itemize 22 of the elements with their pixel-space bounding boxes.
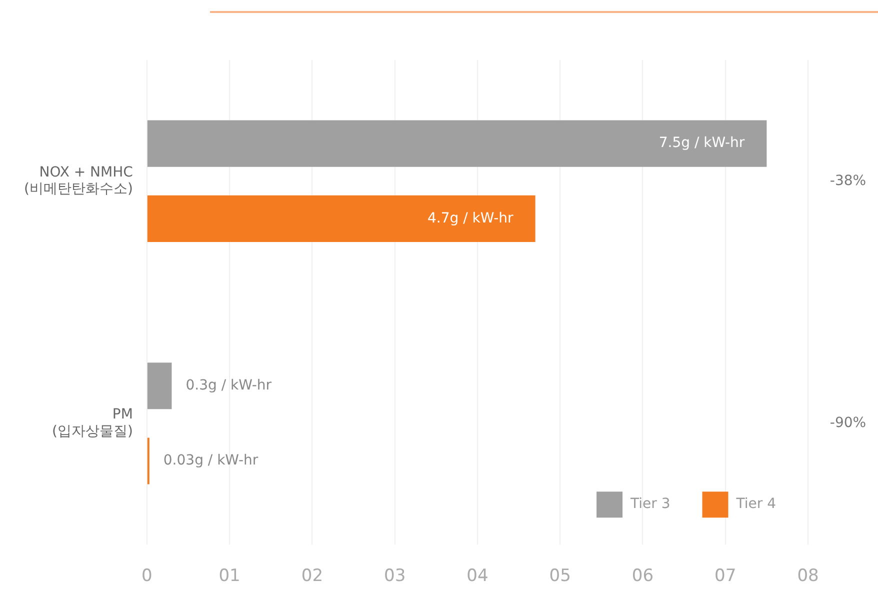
data-label: 0.03g / kW-hr <box>163 452 258 469</box>
x-tick-label: 01 <box>218 566 240 586</box>
x-tick-label: 04 <box>466 566 488 586</box>
x-tick-label: 03 <box>384 566 406 586</box>
x-tick-label: 0 <box>142 566 152 586</box>
bar <box>147 195 536 242</box>
x-tick-label: 02 <box>301 566 324 586</box>
text: -38% <box>830 172 866 189</box>
text: -90% <box>830 415 866 432</box>
bar <box>147 120 767 167</box>
x-tick-label: 05 <box>549 566 571 586</box>
x-tick-label: 07 <box>714 566 736 586</box>
legend-label: Tier 3 <box>630 496 670 512</box>
legend-label: Tier 4 <box>735 496 776 512</box>
y-tick-label: NOX + NMHC (비메탄탄화수소) <box>24 164 134 198</box>
y-tick-label: PM (입자상물질) <box>52 406 133 440</box>
data-label: 4.7g / kW-hr <box>427 210 514 226</box>
x-tick-label: 06 <box>632 566 654 586</box>
bar <box>147 362 172 410</box>
x-tick-label: 08 <box>797 566 819 586</box>
data-label: 0.3g / kW-hr <box>186 378 272 394</box>
data-label: 7.5g / kW-hr <box>658 135 745 152</box>
